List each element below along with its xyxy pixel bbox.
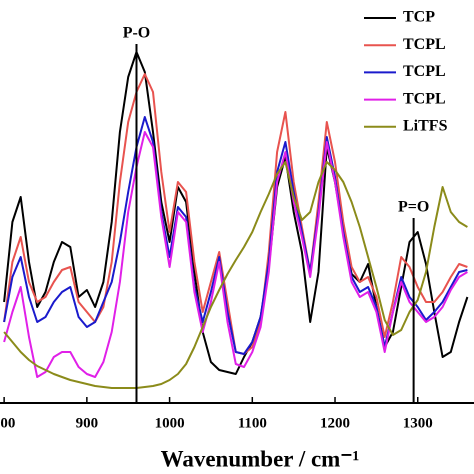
spectrum-line [3, 161, 468, 389]
legend-label: TCP [403, 9, 435, 26]
x-tick-label: 1000 [155, 415, 185, 431]
x-tick-label: 800 [0, 415, 15, 431]
spectrum-line [3, 131, 468, 378]
legend-label: TCPL [403, 63, 446, 80]
annotation-label: P-O [123, 25, 151, 42]
legend-label: TCPL [403, 36, 446, 53]
legend-label: TCPL [403, 90, 446, 107]
legend-label: LiTFS [403, 117, 448, 134]
spectrum-line [3, 116, 468, 355]
x-tick-label: 1300 [403, 415, 433, 431]
x-axis-label: Wavenumber / cm⁻¹ [161, 446, 360, 471]
x-tick-label: 900 [76, 415, 99, 431]
annotation-label: P=O [398, 199, 429, 216]
spectrum-line [3, 51, 469, 375]
x-tick-label: 1100 [238, 415, 267, 431]
x-tick-label: 1200 [320, 415, 350, 431]
